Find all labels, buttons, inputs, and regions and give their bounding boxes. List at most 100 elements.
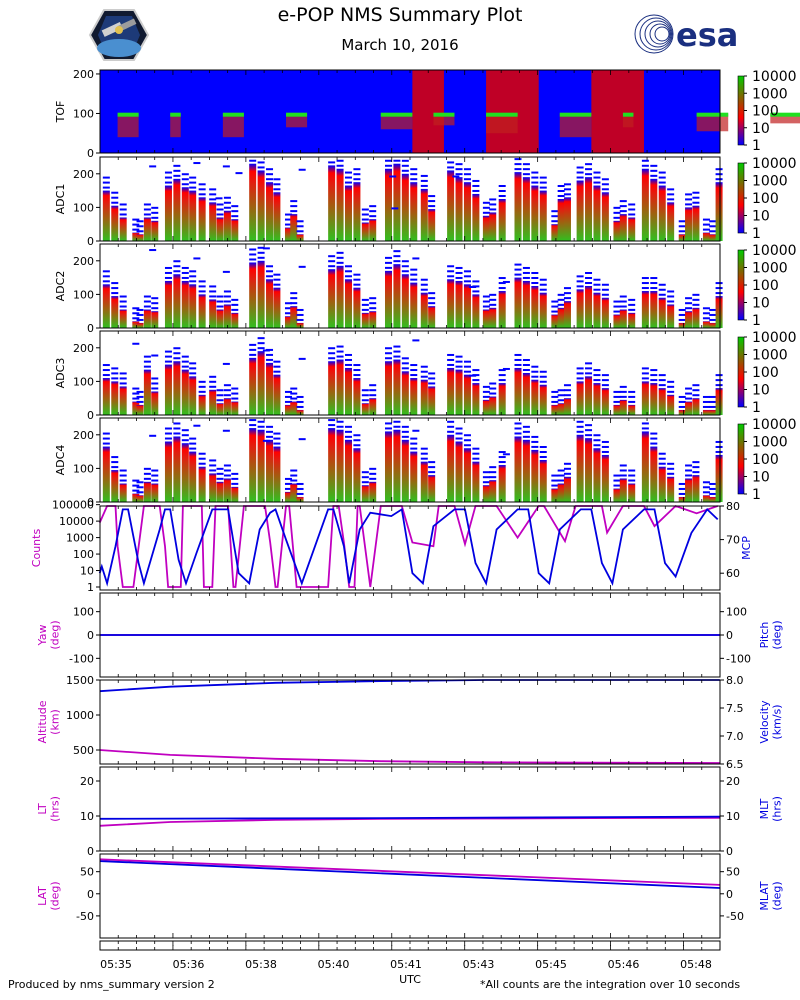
- adc-dash: [290, 392, 298, 395]
- adc-dash: [284, 477, 292, 480]
- adc-bar: [181, 187, 189, 241]
- adc-bar: [557, 307, 565, 328]
- adc-dash: [181, 434, 189, 437]
- adc-dash: [410, 273, 418, 276]
- adc-dash: [384, 159, 392, 162]
- adc-dash: [551, 310, 559, 313]
- adc-dash: [514, 427, 522, 430]
- adc-dash: [585, 272, 593, 274]
- adc-dash: [715, 178, 723, 181]
- series-line-altitude: [99, 749, 720, 764]
- adc-bar: [216, 481, 224, 502]
- adc-bar: [273, 287, 281, 328]
- adc-dash: [231, 397, 239, 400]
- adc-dash: [353, 283, 361, 286]
- adc-bar: [658, 185, 666, 241]
- adc-dash: [223, 295, 231, 298]
- adc-isolated-dash: [149, 434, 157, 437]
- adc-bar: [410, 282, 418, 328]
- adc-dash: [231, 308, 239, 311]
- adc-dash: [601, 384, 609, 387]
- adc-dash: [336, 355, 344, 358]
- adc-dash: [692, 389, 700, 392]
- adc-bar: [290, 306, 298, 328]
- adc-dash: [164, 432, 172, 435]
- tof-signal-line: [380, 112, 413, 117]
- adc-bar: [650, 291, 658, 328]
- adc-dash: [563, 472, 571, 475]
- adc-dash: [290, 205, 298, 208]
- adc-dash: [164, 355, 172, 358]
- adc-dash: [678, 225, 686, 228]
- adc-dash: [119, 372, 127, 375]
- adc-bar: [658, 297, 666, 328]
- adc-bar: [613, 404, 621, 415]
- adc-dash: [447, 166, 455, 169]
- adc-isolated-dash: [222, 270, 230, 273]
- adc-bar: [709, 496, 717, 502]
- adc-bar: [593, 292, 601, 328]
- adc-dash: [111, 292, 119, 295]
- adc-bar: [498, 465, 506, 502]
- adc-dash: [585, 434, 593, 437]
- adc-dash: [136, 308, 144, 311]
- adc-dash: [420, 365, 428, 368]
- adc-dash: [715, 287, 723, 290]
- adc-dash: [336, 261, 344, 264]
- adc-dash: [472, 280, 480, 283]
- adc-isolated-dash: [222, 429, 230, 432]
- adc-bar: [628, 483, 636, 502]
- adc-dash: [482, 385, 490, 388]
- adc-dash: [173, 270, 181, 273]
- tof-signal-line: [286, 112, 308, 117]
- adc-dash: [472, 452, 480, 455]
- adc-dash: [650, 287, 658, 290]
- adc-dash: [628, 208, 636, 211]
- adc-dash: [216, 213, 224, 216]
- adc-dash: [628, 474, 636, 477]
- adc-dash: [119, 203, 127, 206]
- colorbar-tick-label: 10: [752, 470, 770, 486]
- adc-bar: [593, 185, 601, 241]
- adc-dash: [132, 223, 140, 226]
- adc-dash: [209, 198, 217, 201]
- adc-dash: [641, 422, 649, 425]
- adc-dash: [290, 302, 298, 305]
- colorbar-tick-label: 100: [752, 191, 779, 207]
- adc-dash: [447, 270, 455, 273]
- adc-dash: [557, 303, 565, 306]
- adc-bar: [369, 398, 377, 415]
- adc-dash: [353, 434, 361, 437]
- adc-dash: [328, 161, 336, 164]
- adc-dash: [658, 176, 666, 179]
- adc-bar: [393, 163, 401, 241]
- adc-dash: [482, 481, 490, 484]
- adc-bar: [111, 470, 119, 502]
- adc-bar: [284, 227, 292, 241]
- adc-dash: [102, 186, 110, 189]
- adc-bar: [428, 386, 436, 415]
- adc-dash: [678, 482, 686, 485]
- adc-dash: [136, 400, 144, 403]
- adc-dash: [489, 476, 497, 479]
- colorbar-tick-label: 1000: [752, 174, 788, 190]
- adc-dash: [489, 298, 497, 301]
- adc-dash: [702, 223, 710, 226]
- adc-bar: [273, 192, 281, 241]
- adc-isolated-dash: [193, 424, 201, 427]
- tof-signal-block: [222, 113, 244, 138]
- adc-dash: [489, 208, 497, 211]
- adc-dash: [336, 420, 344, 423]
- adc-bar: [539, 292, 547, 328]
- adc-dash: [563, 384, 571, 387]
- adc-dash: [531, 375, 539, 378]
- adc-dash: [102, 369, 110, 372]
- adc-dash: [296, 400, 304, 403]
- adc-dash: [678, 308, 686, 311]
- adc-dash: [498, 190, 506, 192]
- y2-tick-label: 7.5: [726, 702, 744, 715]
- adc-dash: [384, 261, 392, 264]
- adc-dash: [136, 390, 144, 393]
- adc-bar: [692, 205, 700, 241]
